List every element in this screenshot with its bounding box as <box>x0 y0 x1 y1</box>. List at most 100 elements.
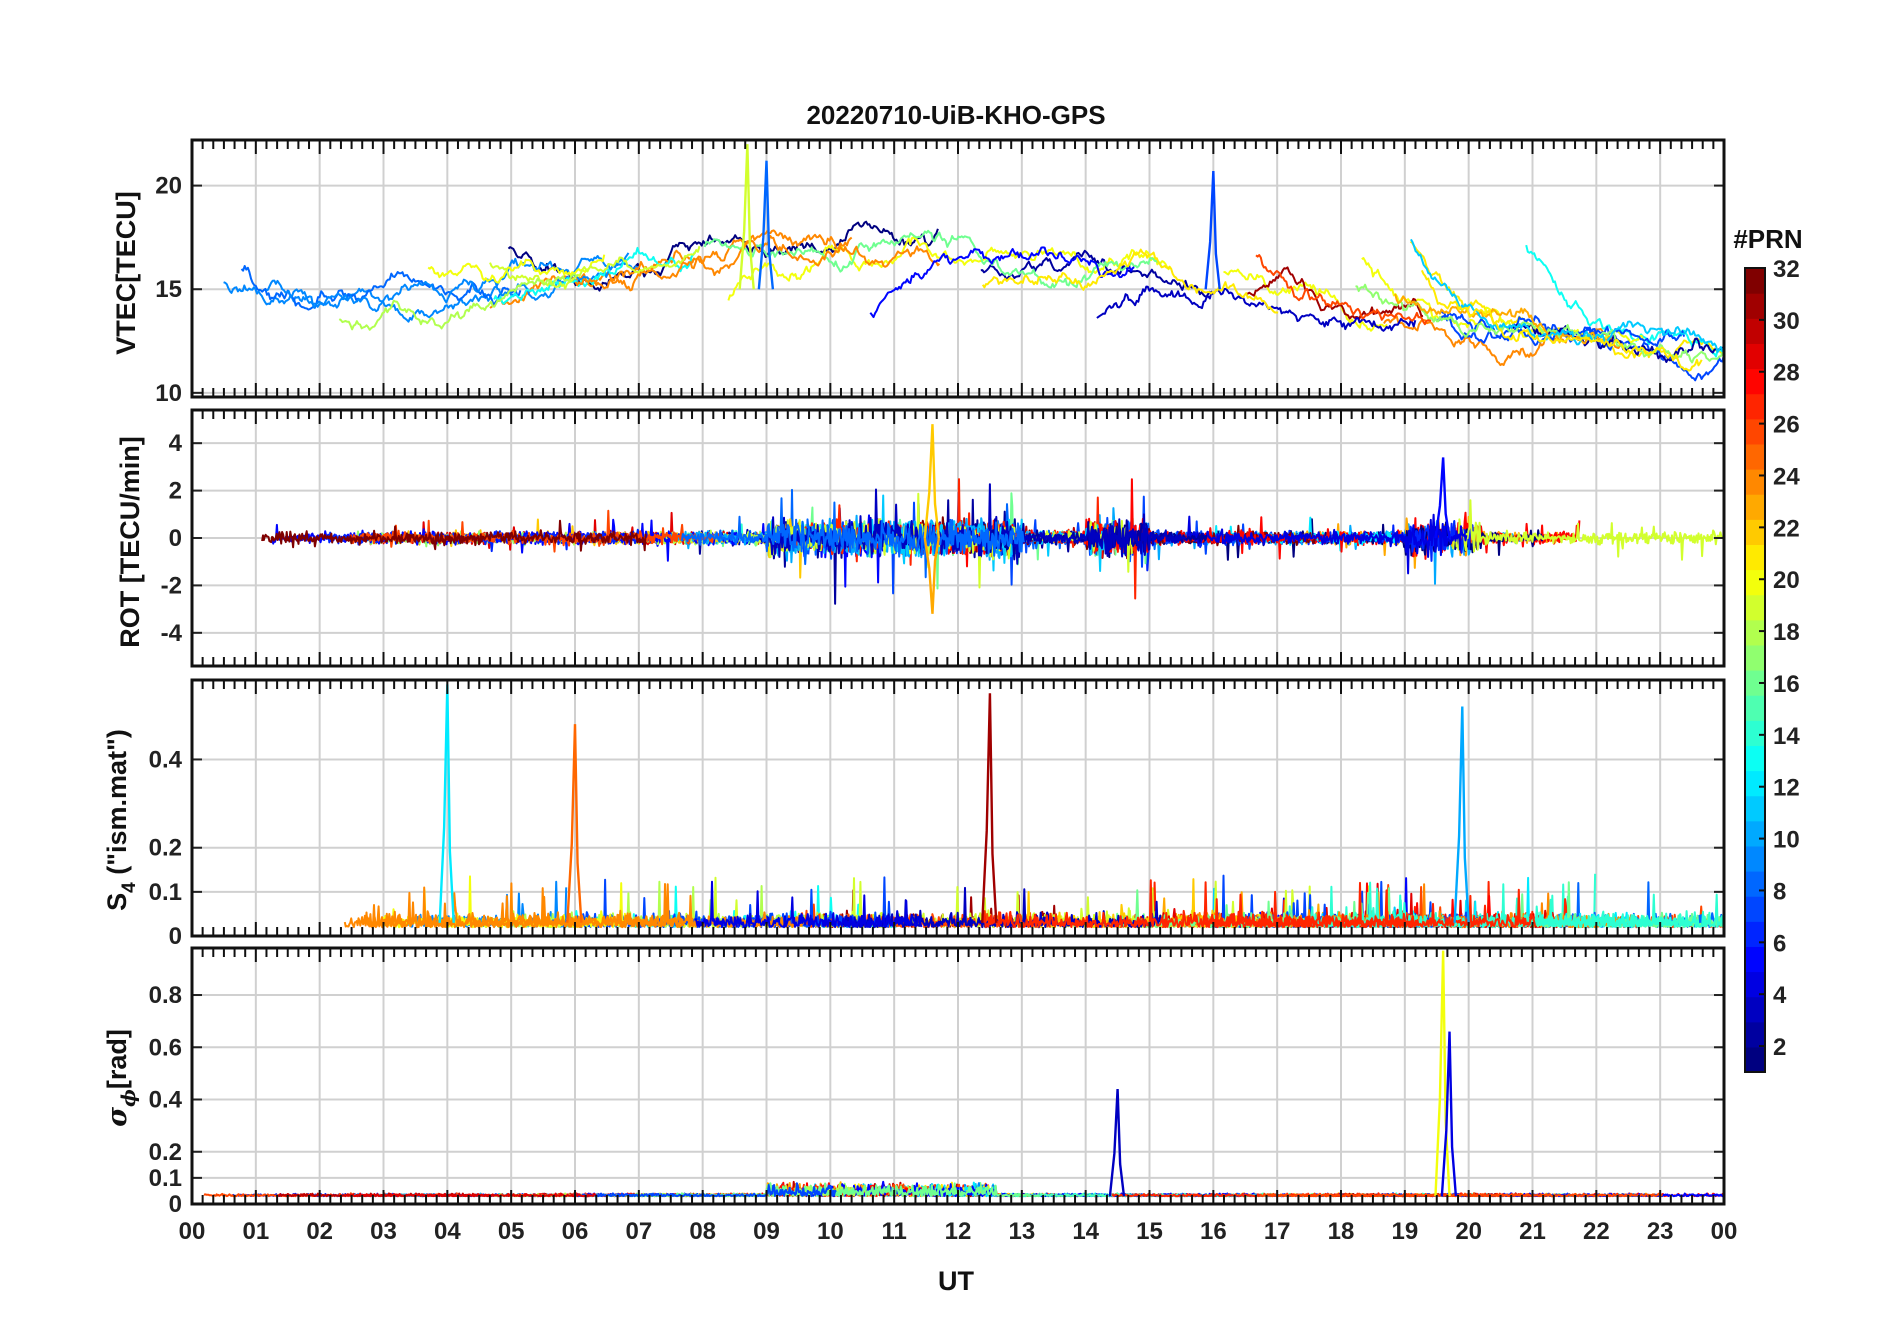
y-tick-label: 10 <box>155 380 182 407</box>
colorbar-band <box>1745 594 1765 621</box>
x-tick-label: 05 <box>498 1218 525 1245</box>
y-tick-label: 2 <box>169 478 182 505</box>
prn-trace <box>1255 254 1432 326</box>
x-tick-label: 10 <box>817 1218 844 1245</box>
s4-y-axis-title: S4 ("ism.mat") <box>102 729 140 911</box>
y-tick-label: 0.8 <box>149 982 182 1009</box>
s4-label-rest: ("ism.mat") <box>102 729 132 882</box>
x-axis-ticks: 00 01 02 03 04 05 06 07 08 09 10 11 12 13 14 15 16 17 18 19… <box>179 1218 1738 1245</box>
colorbar-band <box>1745 619 1765 646</box>
peak-trace <box>1453 706 1470 923</box>
x-tick-label: 11 <box>881 1218 906 1245</box>
y-tick-label: -2 <box>161 572 182 599</box>
s4-label-sub: 4 <box>119 882 140 893</box>
colorbar-band <box>1745 745 1765 772</box>
peak-trace <box>923 537 941 614</box>
panel-sigma: 00.10.2 0.4 0.6 0.8 σϕ[rad] <box>102 946 1726 1218</box>
peak-trace <box>757 160 775 290</box>
x-tick-label: 13 <box>1008 1218 1035 1245</box>
prn-trace <box>363 882 683 929</box>
colorbar-tick-label: 28 <box>1773 360 1800 387</box>
y-tick-label: 0.2 <box>149 1139 182 1166</box>
y-tick-label: 20 <box>155 173 182 200</box>
y-tick-label: 15 <box>155 276 182 303</box>
colorbar-band <box>1745 845 1765 872</box>
x-tick-label: 20 <box>1455 1218 1482 1245</box>
peak-trace <box>1434 457 1451 539</box>
colorbar-band <box>1745 896 1765 922</box>
figure-title: 20220710-UiB-KHO-GPS <box>806 100 1105 130</box>
colorbar-band <box>1745 443 1765 470</box>
x-tick-label: 04 <box>434 1218 461 1245</box>
peak-trace <box>1204 171 1221 290</box>
x-tick-label: 23 <box>1647 1218 1674 1245</box>
sigma-y-axis-title: σϕ[rad] <box>102 1029 140 1127</box>
sigma-label-rest: [rad] <box>102 1029 132 1089</box>
x-tick-label: 14 <box>1072 1218 1099 1245</box>
x-tick-label: 12 <box>945 1218 972 1245</box>
colorbar-band <box>1745 519 1765 545</box>
x-tick-label: 15 <box>1136 1218 1163 1245</box>
prn-trace <box>266 255 640 313</box>
colorbar-band <box>1745 469 1765 495</box>
y-tick-label: 0.1 <box>149 879 182 906</box>
colorbar-tick-label: 32 <box>1773 256 1800 283</box>
colorbar-band <box>1745 1046 1765 1073</box>
colorbar-band <box>1745 393 1765 420</box>
colorbar-title: #PRN <box>1733 224 1802 254</box>
colorbar-band <box>1745 569 1765 596</box>
s4-label-main: S <box>102 893 132 911</box>
prn-trace <box>1223 268 1388 332</box>
y-tick-label: 0 <box>169 1191 182 1218</box>
colorbar-tick-label: 30 <box>1773 308 1800 335</box>
x-tick-label: 08 <box>689 1218 716 1245</box>
colorbar-tick-label: 2 <box>1773 1034 1786 1061</box>
x-tick-label: 22 <box>1583 1218 1610 1245</box>
y-tick-label: 0 <box>169 923 182 950</box>
colorbar-tick-label: 4 <box>1773 982 1787 1009</box>
sigma-label-sub: ϕ <box>118 1089 140 1107</box>
colorbar-band <box>1745 795 1765 822</box>
sigma-label-main: σ <box>102 1107 133 1127</box>
colorbar-band <box>1745 820 1765 847</box>
colorbar-band <box>1745 921 1765 947</box>
x-tick-label: 17 <box>1264 1218 1291 1245</box>
y-tick-label: 0 <box>169 525 182 552</box>
colorbar-tick-label: 6 <box>1773 930 1786 957</box>
colorbar-tick-label: 8 <box>1773 878 1786 905</box>
y-tick-label: 0.4 <box>149 1087 183 1114</box>
x-tick-label: 00 <box>1711 1218 1738 1245</box>
colorbar-band <box>1745 670 1765 696</box>
prn-trace <box>1420 269 1703 372</box>
colorbar-tick-label: 18 <box>1773 619 1800 646</box>
prn-trace <box>980 249 1213 298</box>
x-axis-title: UT <box>938 1266 974 1296</box>
x-tick-label: 07 <box>625 1218 652 1245</box>
prn-trace <box>1410 238 1725 354</box>
colorbar-frame <box>1744 267 1766 1073</box>
colorbar-tick-label: 26 <box>1773 412 1800 439</box>
prn-trace <box>1245 266 1424 320</box>
prn-trace <box>681 497 1026 579</box>
y-tick-label: -4 <box>161 620 183 647</box>
rot-y-axis-title: ROT [TECU/min] <box>115 436 145 647</box>
colorbar-tick-label: 14 <box>1773 723 1800 750</box>
y-tick-label: 0.4 <box>149 746 183 773</box>
y-tick-label: 0.6 <box>149 1034 182 1061</box>
prn-trace <box>489 245 701 290</box>
prn-trace <box>694 880 923 929</box>
prn-trace <box>574 234 941 290</box>
peak-trace <box>1108 1089 1126 1197</box>
colorbar-band <box>1745 946 1765 973</box>
prn-trace <box>1452 499 1725 561</box>
panel-s4: 0 0.1 0.2 0.4 S4 ("ism.mat") <box>102 678 1726 950</box>
x-tick-label: 00 <box>179 1218 206 1245</box>
colorbar-band <box>1745 871 1765 897</box>
x-tick-label: 06 <box>562 1218 589 1245</box>
x-tick-label: 01 <box>242 1218 269 1245</box>
colorbar-band <box>1745 318 1765 344</box>
peak-trace <box>981 693 998 923</box>
y-tick-label: 4 <box>169 430 183 457</box>
colorbar-band <box>1745 1021 1765 1048</box>
colorbar-band <box>1745 494 1765 520</box>
